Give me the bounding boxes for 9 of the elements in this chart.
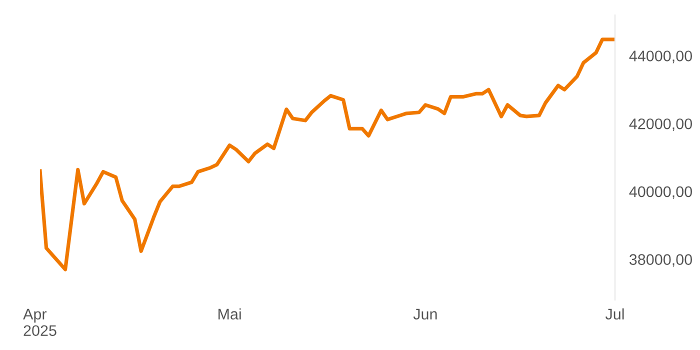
y-tick-label: 44000,00	[629, 50, 692, 64]
x-tick-label: Apr 2025	[23, 308, 56, 336]
x-tick-label: Jun	[413, 308, 437, 320]
y-tick-label: 38000,00	[629, 254, 692, 267]
y-tick-label: 40000,00	[629, 186, 692, 199]
x-tick-label: Jul	[605, 308, 624, 320]
x-tick-label: Mai	[218, 308, 241, 320]
line-series	[40, 38, 615, 272]
y-tick-label: 42000,00	[629, 118, 692, 132]
